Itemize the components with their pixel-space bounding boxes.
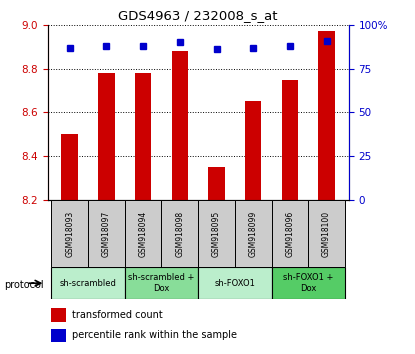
Bar [245, 102, 261, 200]
Bar [308, 200, 345, 267]
Bar [125, 267, 198, 299]
Bar [51, 267, 125, 299]
Text: transformed count: transformed count [72, 310, 163, 320]
Text: sh-scrambled: sh-scrambled [60, 279, 117, 288]
Bar [208, 167, 225, 200]
Text: GSM918097: GSM918097 [102, 211, 111, 257]
Text: GSM918093: GSM918093 [65, 211, 74, 257]
Bar [318, 32, 335, 200]
Text: sh-FOXO1: sh-FOXO1 [215, 279, 255, 288]
Text: sh-scrambled +
Dox: sh-scrambled + Dox [128, 274, 195, 293]
Text: GSM918100: GSM918100 [322, 211, 331, 257]
Text: percentile rank within the sample: percentile rank within the sample [72, 330, 237, 341]
Text: GSM918099: GSM918099 [249, 211, 258, 257]
Bar [88, 200, 125, 267]
Bar [51, 308, 66, 321]
Bar [171, 51, 188, 200]
Bar [235, 200, 271, 267]
Bar [271, 200, 308, 267]
Text: GSM918098: GSM918098 [175, 211, 184, 257]
Title: GDS4963 / 232008_s_at: GDS4963 / 232008_s_at [118, 9, 278, 22]
Bar [135, 73, 151, 200]
Bar [98, 73, 115, 200]
Bar [198, 200, 235, 267]
Bar [271, 267, 345, 299]
Text: GSM918094: GSM918094 [139, 211, 148, 257]
Bar [61, 134, 78, 200]
Text: sh-FOXO1 +
Dox: sh-FOXO1 + Dox [283, 274, 333, 293]
Bar [161, 200, 198, 267]
Text: GSM918095: GSM918095 [212, 211, 221, 257]
Text: GSM918096: GSM918096 [286, 211, 294, 257]
Bar [51, 200, 88, 267]
Bar [51, 329, 66, 342]
Bar [125, 200, 161, 267]
Bar [198, 267, 271, 299]
Bar [282, 80, 298, 200]
Text: protocol: protocol [4, 280, 44, 290]
